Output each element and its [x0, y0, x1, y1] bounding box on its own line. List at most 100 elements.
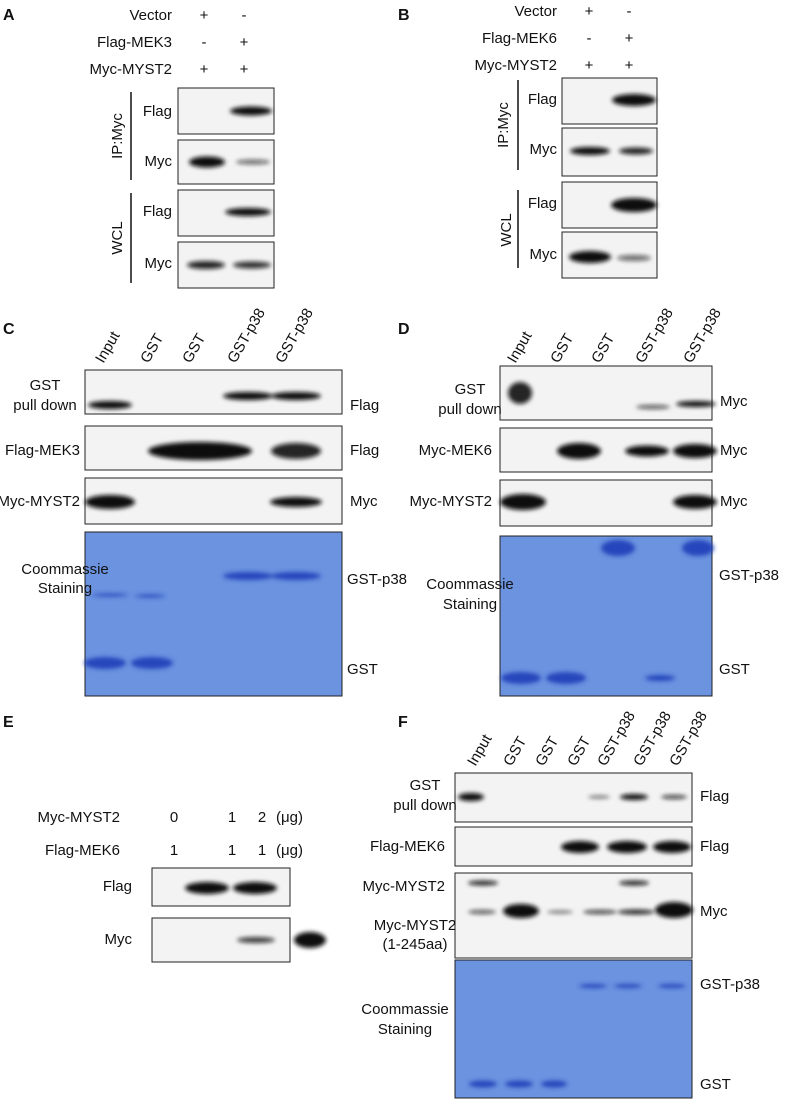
label: GST-p38 — [680, 305, 725, 365]
label: Staining — [38, 580, 92, 597]
band — [655, 902, 693, 918]
stain-band — [84, 657, 126, 669]
label: Input — [464, 731, 496, 769]
label: - — [587, 30, 592, 47]
label: (μg) — [276, 809, 303, 826]
stain-band — [541, 1080, 567, 1088]
label: Myc-MYST2 — [90, 61, 173, 78]
label: GST-p38 — [700, 976, 760, 993]
stain-band — [614, 984, 642, 988]
band — [271, 443, 321, 459]
band — [636, 405, 670, 409]
label: IP:Myc — [109, 113, 126, 159]
label: Staining — [378, 1021, 432, 1038]
label: 1 — [228, 809, 236, 826]
band — [233, 882, 277, 894]
label: Flag — [103, 878, 132, 895]
label: Flag — [143, 103, 172, 120]
label: Myc-MYST2 — [374, 917, 457, 934]
band — [676, 401, 716, 407]
label: Flag-MEK6 — [370, 838, 445, 855]
band — [557, 443, 601, 459]
label: 2 — [258, 809, 266, 826]
stain-band — [469, 1080, 497, 1088]
label: - — [242, 7, 247, 24]
label: GST — [179, 331, 209, 366]
panel-letter: E — [3, 714, 14, 731]
label: + — [200, 7, 209, 24]
stain-band — [223, 572, 273, 580]
panel-letter: A — [3, 7, 15, 24]
label: GST — [564, 734, 594, 769]
label: Myc — [720, 493, 748, 510]
label: Flag-MEK6 — [45, 842, 120, 859]
label: + — [240, 61, 249, 78]
label: Staining — [443, 596, 497, 613]
label: + — [585, 3, 594, 20]
stain-band — [645, 675, 675, 681]
label: Coommassie — [426, 576, 514, 593]
band — [618, 909, 654, 915]
label: Flag — [350, 442, 379, 459]
band — [607, 841, 647, 853]
label: - — [627, 3, 632, 20]
label: GST-p38 — [719, 567, 779, 584]
band — [588, 795, 610, 799]
label: GST — [500, 734, 530, 769]
band — [625, 445, 669, 457]
label: Myc — [720, 393, 748, 410]
label: + — [585, 57, 594, 74]
band — [661, 795, 687, 799]
band — [620, 794, 648, 800]
band — [88, 401, 132, 409]
label: Flag — [528, 195, 557, 212]
band — [236, 159, 270, 165]
label: WCL — [109, 221, 126, 254]
stain-band — [131, 657, 173, 669]
band — [230, 106, 272, 116]
label: GST — [137, 331, 167, 366]
label: Myc — [700, 903, 728, 920]
label: GST — [700, 1076, 731, 1093]
band — [673, 444, 717, 458]
stain-band — [501, 672, 541, 684]
label: + — [200, 61, 209, 78]
label: Myc — [530, 141, 558, 158]
label: pull down — [438, 401, 501, 418]
label: Coommassie — [21, 561, 109, 578]
label: Myc — [145, 255, 173, 272]
band — [85, 495, 135, 509]
label: - — [202, 34, 207, 51]
label: Flag — [700, 788, 729, 805]
label: GST — [719, 661, 750, 678]
band — [271, 392, 321, 400]
label: Flag — [700, 838, 729, 855]
stain-band — [505, 1080, 533, 1088]
band — [612, 94, 656, 106]
label: Myc-MYST2 — [38, 809, 121, 826]
stain-band — [271, 572, 321, 580]
label: GST-p38 — [632, 305, 677, 365]
label: Myc — [720, 442, 748, 459]
band — [185, 882, 229, 894]
label: + — [625, 30, 634, 47]
band — [503, 904, 539, 918]
band — [673, 495, 717, 509]
band — [233, 261, 271, 269]
stain-band — [92, 593, 128, 597]
band — [508, 382, 532, 404]
label: Myc-MYST2 — [410, 493, 493, 510]
label: GST — [547, 331, 577, 366]
label: Myc-MYST2 — [0, 493, 80, 510]
label: Flag-MEK3 — [97, 34, 172, 51]
band — [237, 937, 275, 943]
label: IP:Myc — [495, 102, 512, 148]
label: Myc-MEK6 — [419, 442, 492, 459]
band — [468, 880, 498, 886]
label: Myc — [530, 246, 558, 263]
label: Myc — [145, 153, 173, 170]
stain-band — [601, 540, 635, 556]
label: + — [240, 34, 249, 51]
bands — [84, 94, 717, 1088]
label: Myc-MYST2 — [363, 878, 446, 895]
